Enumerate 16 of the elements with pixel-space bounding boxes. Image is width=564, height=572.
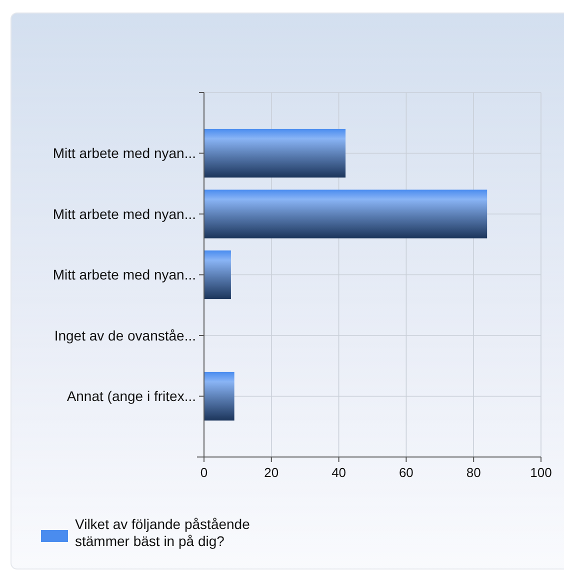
y-tick-label: Mitt arbete med nyan... — [52, 266, 196, 283]
y-tick-label: Mitt arbete med nyan... — [52, 145, 196, 162]
y-tick-label: Inget av de ovanståe... — [54, 327, 196, 344]
x-tick-label: 60 — [398, 465, 414, 480]
x-tick-label: 40 — [332, 465, 346, 480]
x-tick-label: 80 — [466, 465, 481, 480]
y-tick-label: Annat (ange i fritex... — [66, 388, 196, 404]
x-tick-label: 0 — [200, 465, 208, 480]
y-tick-label: Mitt arbete med nyan... — [52, 206, 196, 222]
x-tick-label: 20 — [264, 465, 279, 480]
legend-label: Vilket av följande påstående stämmer bäst in på dig? — [75, 516, 250, 549]
x-tick-label: 100 — [530, 465, 552, 480]
bar — [204, 250, 231, 300]
bar — [204, 190, 488, 238]
bar — [204, 372, 234, 421]
bar — [204, 128, 346, 178]
